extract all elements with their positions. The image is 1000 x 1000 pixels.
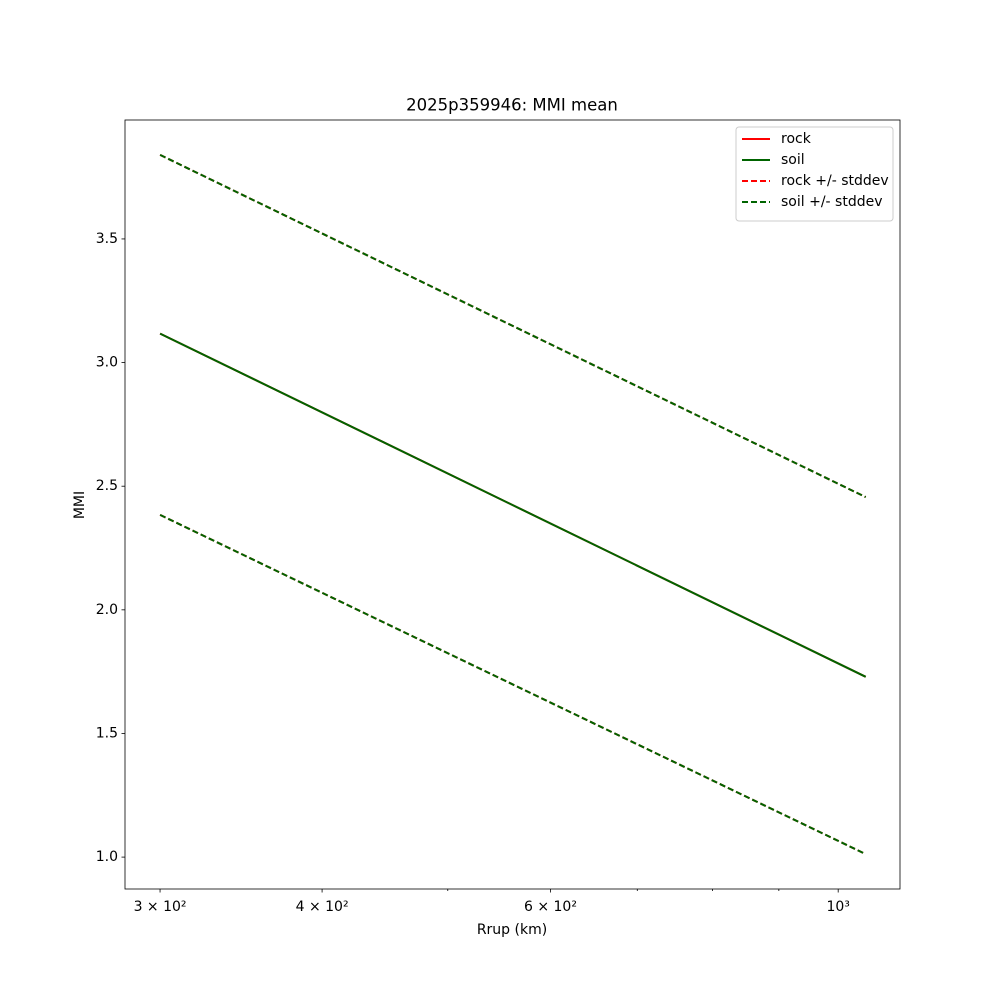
y-axis-label: MMI <box>72 491 88 519</box>
series-line <box>159 513 867 856</box>
plot-frame <box>124 119 901 890</box>
legend-label: soil <box>781 152 805 168</box>
x-tick-label: 4 × 10² <box>296 899 349 915</box>
y-tick-label: 2.5 <box>96 478 118 494</box>
legend-label: soil +/- stddev <box>781 194 883 210</box>
series-line <box>159 332 867 678</box>
x-tick-label: 10³ <box>826 899 849 915</box>
series-line <box>159 154 867 498</box>
chart-title: 2025p359946: MMI mean <box>406 96 618 115</box>
x-tick-label: 3 × 10² <box>134 899 187 915</box>
legend-label: rock +/- stddev <box>781 173 889 189</box>
y-tick-label: 1.0 <box>96 849 118 865</box>
y-tick-label: 3.0 <box>96 355 118 371</box>
x-tick-label: 6 × 10² <box>524 899 577 915</box>
x-axis-label: Rrup (km) <box>477 922 547 938</box>
y-tick-label: 2.0 <box>96 602 118 618</box>
legend-label: rock <box>781 131 812 147</box>
y-tick-label: 1.5 <box>96 725 118 741</box>
legend-box <box>735 126 894 222</box>
y-tick-label: 3.5 <box>96 231 118 247</box>
